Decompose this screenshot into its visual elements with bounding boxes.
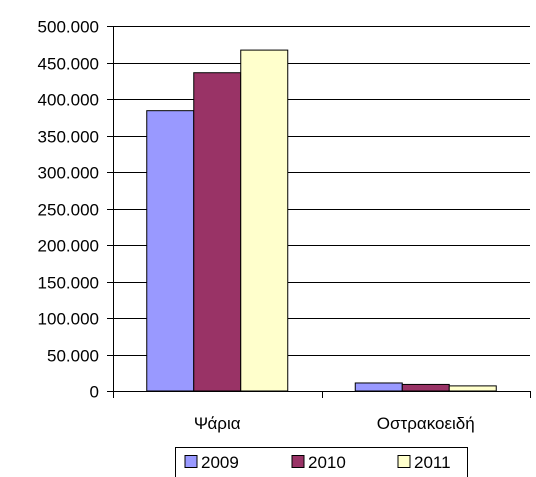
y-tick-label: 300.000 xyxy=(38,164,99,183)
y-tick-label: 450.000 xyxy=(38,55,99,74)
bar-2009-shellfish xyxy=(354,382,403,392)
legend-label: 2010 xyxy=(308,453,346,472)
y-tick-label: 150.000 xyxy=(38,274,99,293)
y-tick-label: 500.000 xyxy=(38,18,99,37)
y-tick-label: 350.000 xyxy=(38,128,99,147)
y-tick-label: 50.000 xyxy=(47,347,99,366)
bar-2011-fish xyxy=(240,49,289,392)
y-tick-label: 250.000 xyxy=(38,201,99,220)
y-tick-label: 0 xyxy=(90,383,99,402)
legend-swatch xyxy=(291,455,305,468)
bar-2011-shellfish xyxy=(448,385,497,392)
x-category-label: Οστρακοειδή xyxy=(377,414,475,433)
bar-2010-fish xyxy=(193,72,242,392)
bar-2010-shellfish xyxy=(401,383,450,392)
legend-swatch xyxy=(184,455,198,468)
x-category-label: Ψάρια xyxy=(194,414,241,433)
legend-box xyxy=(175,447,468,477)
legend-label: 2011 xyxy=(414,453,451,472)
y-tick-label: 400.000 xyxy=(38,91,99,110)
y-tick-label: 200.000 xyxy=(38,237,99,256)
y-tick-label: 100.000 xyxy=(38,310,99,329)
legend-label: 2009 xyxy=(201,453,239,472)
legend-swatch xyxy=(397,455,411,468)
bar-2009-fish xyxy=(146,110,195,392)
